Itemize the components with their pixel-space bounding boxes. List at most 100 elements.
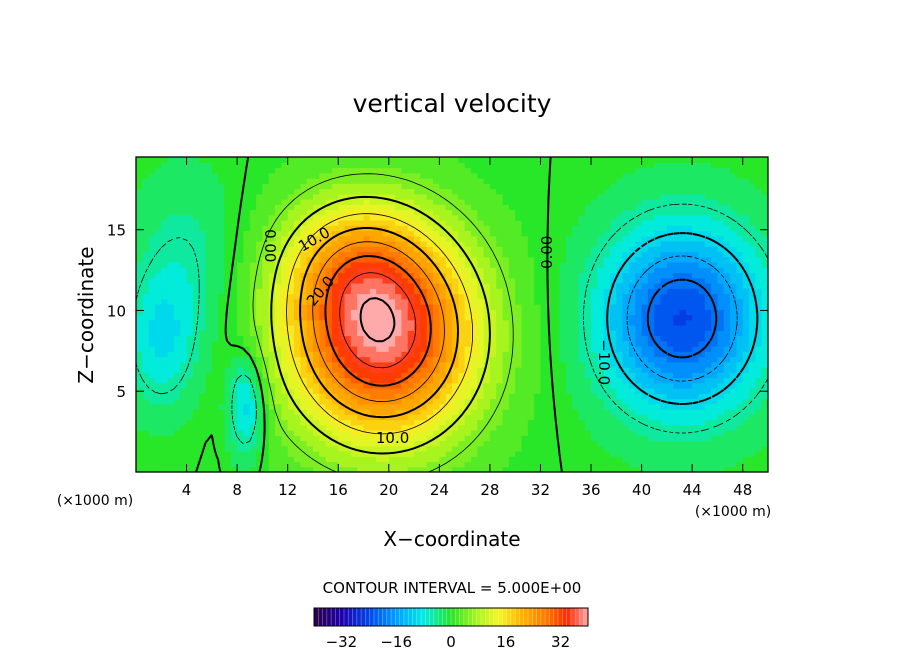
field-cell xyxy=(698,461,706,468)
field-cell xyxy=(591,251,598,258)
field-cell xyxy=(218,466,226,472)
field-cell xyxy=(666,288,674,295)
field-cell xyxy=(243,403,251,410)
field-cell xyxy=(591,220,598,226)
field-cell xyxy=(173,351,181,358)
field-cell xyxy=(692,309,700,316)
field-cell xyxy=(666,430,674,436)
field-cell xyxy=(717,246,725,253)
field-cell xyxy=(173,346,181,352)
field-cell xyxy=(154,351,162,358)
field-cell xyxy=(502,346,510,352)
field-cell xyxy=(136,262,143,268)
field-cell xyxy=(597,382,605,389)
field-cell xyxy=(666,367,674,373)
field-cell xyxy=(711,409,719,415)
field-cell xyxy=(546,309,554,316)
field-cell xyxy=(521,340,529,347)
field-cell xyxy=(464,456,472,463)
field-cell xyxy=(666,461,674,468)
field-cell xyxy=(357,424,365,431)
field-cell xyxy=(331,414,339,421)
field-cell xyxy=(666,419,674,426)
field-cell xyxy=(344,251,352,258)
field-cell xyxy=(660,330,668,337)
field-cell xyxy=(597,214,605,221)
field-cell xyxy=(426,356,434,363)
field-cell xyxy=(730,325,737,331)
field-cell xyxy=(256,309,263,316)
field-cell xyxy=(654,251,662,258)
field-cell xyxy=(363,251,371,258)
field-cell xyxy=(199,377,207,384)
field-cell xyxy=(325,267,333,274)
field-cell xyxy=(173,309,181,316)
field-cell xyxy=(660,430,668,436)
field-cell xyxy=(256,456,263,463)
field-cell xyxy=(180,377,188,384)
field-cell xyxy=(489,445,497,452)
field-cell xyxy=(407,340,415,347)
field-cell xyxy=(300,393,308,400)
field-cell xyxy=(426,440,434,447)
field-cell xyxy=(622,298,630,305)
field-cell xyxy=(723,330,731,337)
field-cell xyxy=(262,304,270,310)
field-cell xyxy=(420,262,428,268)
field-cell xyxy=(180,451,188,457)
field-cell xyxy=(502,251,510,258)
field-cell xyxy=(407,214,415,221)
field-cell xyxy=(243,388,251,394)
field-cell xyxy=(534,304,542,310)
field-cell xyxy=(508,288,516,295)
field-cell xyxy=(344,424,352,431)
field-cell xyxy=(338,346,346,352)
field-cell xyxy=(572,272,579,279)
field-cell xyxy=(256,435,263,442)
field-cell xyxy=(281,346,289,352)
field-cell xyxy=(414,209,421,216)
field-cell xyxy=(287,220,295,226)
field-cell xyxy=(717,430,725,436)
field-cell xyxy=(167,277,175,284)
field-cell xyxy=(426,388,434,394)
field-cell xyxy=(597,288,605,295)
field-cell xyxy=(546,267,554,274)
field-cell xyxy=(616,461,624,468)
field-cell xyxy=(376,361,384,368)
field-cell xyxy=(136,367,143,373)
field-cell xyxy=(230,451,238,457)
field-cell xyxy=(338,330,346,337)
field-cell xyxy=(584,356,592,363)
field-cell xyxy=(363,262,371,268)
field-cell xyxy=(281,419,289,426)
field-cell xyxy=(578,361,586,368)
field-cell xyxy=(534,372,542,379)
field-cell xyxy=(647,414,655,421)
field-cell xyxy=(723,377,731,384)
field-cell xyxy=(376,214,384,221)
field-cell xyxy=(199,309,207,316)
field-cell xyxy=(401,372,409,379)
field-cell xyxy=(243,351,251,358)
field-cell xyxy=(350,346,358,352)
field-cell xyxy=(489,361,497,368)
field-cell xyxy=(692,466,700,472)
field-cell xyxy=(616,220,624,226)
field-cell xyxy=(281,304,289,310)
field-cell xyxy=(262,409,270,415)
field-cell xyxy=(464,209,472,216)
field-cell xyxy=(401,409,409,415)
field-cell xyxy=(287,419,295,426)
field-cell xyxy=(388,304,396,310)
field-cell xyxy=(717,214,725,221)
field-cell xyxy=(704,451,712,457)
field-cell xyxy=(647,430,655,436)
field-cell xyxy=(565,220,573,226)
field-cell xyxy=(489,435,497,442)
field-cell xyxy=(647,335,655,342)
field-cell xyxy=(331,393,339,400)
field-cell xyxy=(312,419,320,426)
field-cell xyxy=(452,209,459,216)
field-cell xyxy=(312,304,320,310)
